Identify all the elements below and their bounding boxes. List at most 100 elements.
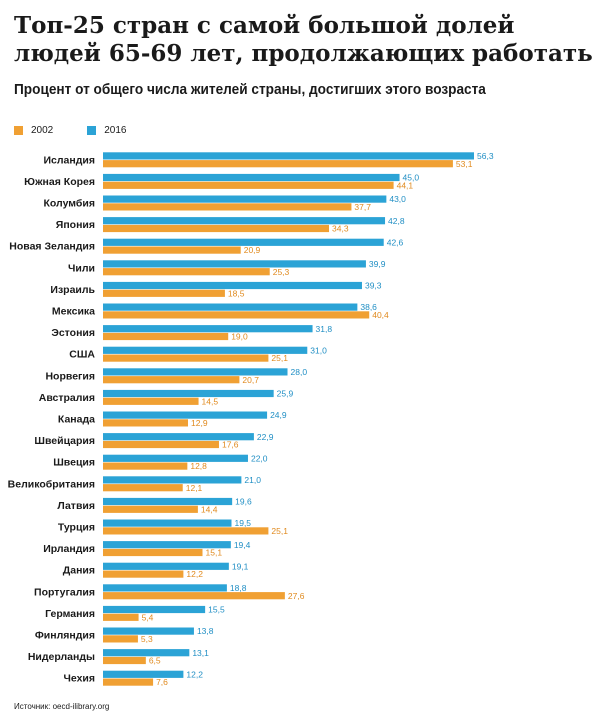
value-label-2002: 40,4 bbox=[372, 310, 389, 320]
bar-2016 bbox=[103, 238, 384, 246]
bar-2002 bbox=[103, 268, 270, 276]
value-label-2016: 19,5 bbox=[234, 518, 251, 528]
bar-2002 bbox=[103, 311, 370, 319]
bar-2016 bbox=[103, 368, 288, 376]
category-label: Новая Зеландия bbox=[9, 241, 95, 253]
bar-2002 bbox=[103, 570, 184, 578]
value-label-2002: 5,4 bbox=[142, 612, 154, 622]
bar-2016 bbox=[103, 605, 206, 614]
value-label-2002: 20,9 bbox=[244, 245, 261, 255]
value-label-2016: 39,9 bbox=[369, 259, 386, 269]
bar-2002 bbox=[103, 592, 285, 600]
category-label: Норвегия bbox=[45, 370, 95, 382]
value-label-2002: 14,4 bbox=[201, 504, 218, 514]
category-label: Дания bbox=[63, 565, 95, 577]
category-label: Чили bbox=[68, 262, 95, 274]
value-label-2002: 53,1 bbox=[456, 159, 473, 169]
bar-2002 bbox=[103, 376, 240, 384]
category-label: Исландия bbox=[44, 154, 96, 166]
bar-2002 bbox=[103, 548, 203, 557]
value-label-2002: 15,1 bbox=[206, 548, 223, 558]
value-label-2016: 31,0 bbox=[310, 345, 327, 355]
legend-label-2016: 2016 bbox=[104, 125, 127, 136]
category-label: Канада bbox=[58, 414, 95, 426]
bar-2016 bbox=[103, 281, 362, 290]
value-label-2002: 19,0 bbox=[231, 332, 248, 342]
value-label-2016: 22,9 bbox=[257, 432, 274, 442]
bar-2016 bbox=[103, 195, 387, 203]
value-label-2002: 25,1 bbox=[271, 526, 288, 536]
value-label-2016: 45,0 bbox=[403, 173, 420, 183]
value-label-2016: 22,0 bbox=[251, 453, 268, 463]
value-label-2016: 19,4 bbox=[234, 540, 251, 550]
bar-2016 bbox=[103, 389, 274, 398]
source-note: Источник: oecd-ilibrary.org bbox=[14, 702, 110, 711]
value-label-2002: 25,1 bbox=[271, 353, 288, 363]
value-label-2002: 6,5 bbox=[149, 656, 161, 666]
bar-2016 bbox=[103, 670, 184, 678]
bar-2016 bbox=[103, 541, 231, 549]
legend-label-2002: 2002 bbox=[31, 125, 54, 136]
value-label-2016: 15,5 bbox=[208, 605, 225, 615]
category-label: Южная Корея bbox=[24, 176, 95, 188]
value-label-2002: 27,6 bbox=[288, 591, 305, 601]
category-label: Германия bbox=[45, 608, 95, 620]
bar-2002 bbox=[103, 224, 330, 233]
bar-2002 bbox=[103, 656, 146, 665]
bar-2016 bbox=[103, 411, 268, 419]
bar-2002 bbox=[103, 613, 139, 621]
value-label-2002: 14,5 bbox=[202, 396, 219, 406]
value-label-2002: 12,2 bbox=[186, 569, 203, 579]
bar-2002 bbox=[103, 397, 199, 405]
value-label-2016: 38,6 bbox=[360, 302, 377, 312]
bar-2002 bbox=[103, 484, 183, 492]
category-label: Израиль bbox=[50, 284, 95, 296]
category-label: Колумбия bbox=[44, 198, 96, 210]
category-label: Нидерланды bbox=[28, 651, 95, 663]
value-label-2002: 44,1 bbox=[397, 180, 414, 190]
value-label-2002: 25,3 bbox=[273, 267, 290, 277]
value-label-2002: 37,7 bbox=[354, 202, 371, 212]
bar-2002 bbox=[103, 203, 352, 211]
legend-swatch-2002 bbox=[14, 126, 23, 135]
category-label: Великобритания bbox=[8, 478, 95, 490]
category-label: Португалия bbox=[34, 586, 95, 598]
category-label: Финляндия bbox=[35, 630, 95, 642]
bar-2002 bbox=[103, 160, 453, 168]
category-label: Ирландия bbox=[43, 543, 95, 555]
bar-2016 bbox=[103, 325, 313, 333]
value-label-2016: 39,3 bbox=[365, 281, 382, 291]
value-label-2016: 56,3 bbox=[477, 151, 494, 161]
value-label-2016: 19,1 bbox=[232, 561, 249, 571]
bar-2016 bbox=[103, 217, 386, 225]
legend-item-2002: 2002 bbox=[14, 125, 53, 136]
value-label-2016: 42,8 bbox=[388, 216, 405, 226]
bar-2016 bbox=[103, 649, 190, 657]
bar-2016 bbox=[103, 519, 232, 527]
bar-2016 bbox=[103, 584, 227, 592]
bar-2016 bbox=[103, 303, 358, 311]
bar-2016 bbox=[103, 454, 248, 462]
category-label: Австралия bbox=[39, 392, 95, 404]
bar-2016 bbox=[103, 260, 366, 268]
category-label: Швеция bbox=[53, 457, 95, 469]
value-label-2002: 7,6 bbox=[156, 677, 168, 687]
bar-2016 bbox=[103, 562, 229, 570]
bar-2002 bbox=[103, 462, 188, 470]
value-label-2016: 43,0 bbox=[389, 194, 406, 204]
bar-2002 bbox=[103, 635, 138, 643]
category-label: Япония bbox=[56, 219, 95, 231]
chart-subtitle: Процент от общего числа жителей страны, … bbox=[14, 82, 486, 98]
value-label-2002: 12,8 bbox=[190, 461, 207, 471]
value-label-2016: 25,9 bbox=[277, 389, 294, 399]
bar-2002 bbox=[103, 246, 241, 254]
value-label-2016: 42,6 bbox=[387, 237, 404, 247]
bar-2002 bbox=[103, 354, 269, 362]
value-label-2002: 12,1 bbox=[186, 483, 203, 493]
category-label: Латвия bbox=[57, 500, 95, 512]
legend: 2002 2016 bbox=[14, 125, 127, 136]
value-label-2002: 17,6 bbox=[222, 440, 239, 450]
bar-2002 bbox=[103, 289, 225, 297]
value-label-2016: 24,9 bbox=[270, 410, 287, 420]
